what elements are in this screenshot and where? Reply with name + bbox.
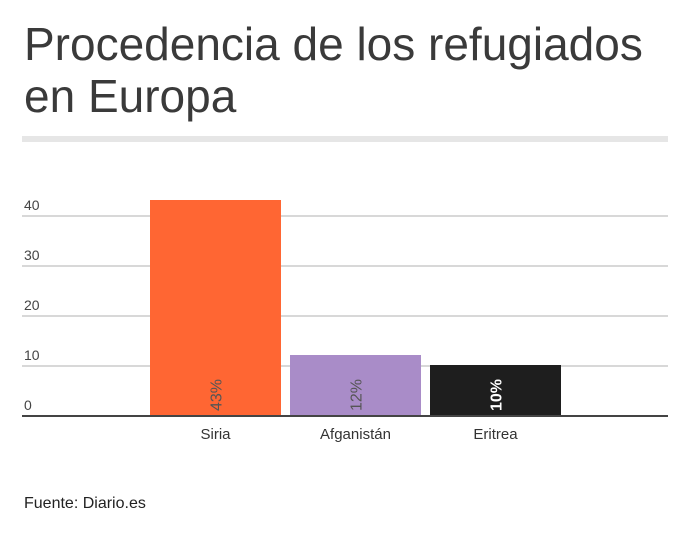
bar-chart: 0 10 20 30 40 43% Siria 12% Afganistán 10% Eritrea [22, 197, 668, 443]
y-tick-label: 10 [24, 347, 40, 363]
y-tick-label: 30 [24, 247, 40, 263]
bar-afganistán [290, 355, 421, 415]
data-label: 10% [489, 379, 506, 411]
x-tick-label: Eritrea [473, 426, 518, 443]
source-note: Fuente: Diario.es [24, 495, 146, 512]
y-tick-label: 40 [24, 197, 40, 213]
y-tick-label: 20 [24, 297, 40, 313]
y-tick-label: 0 [24, 397, 32, 413]
bar-siria [150, 200, 281, 415]
title-divider [22, 136, 668, 142]
x-tick-label: Afganistán [320, 426, 391, 443]
data-label: 43% [209, 379, 226, 411]
bar-eritrea [430, 365, 561, 415]
chart-title: Procedencia de los refugiados en Europa [24, 18, 643, 122]
data-label: 12% [349, 379, 366, 411]
x-tick-label: Siria [200, 426, 231, 443]
